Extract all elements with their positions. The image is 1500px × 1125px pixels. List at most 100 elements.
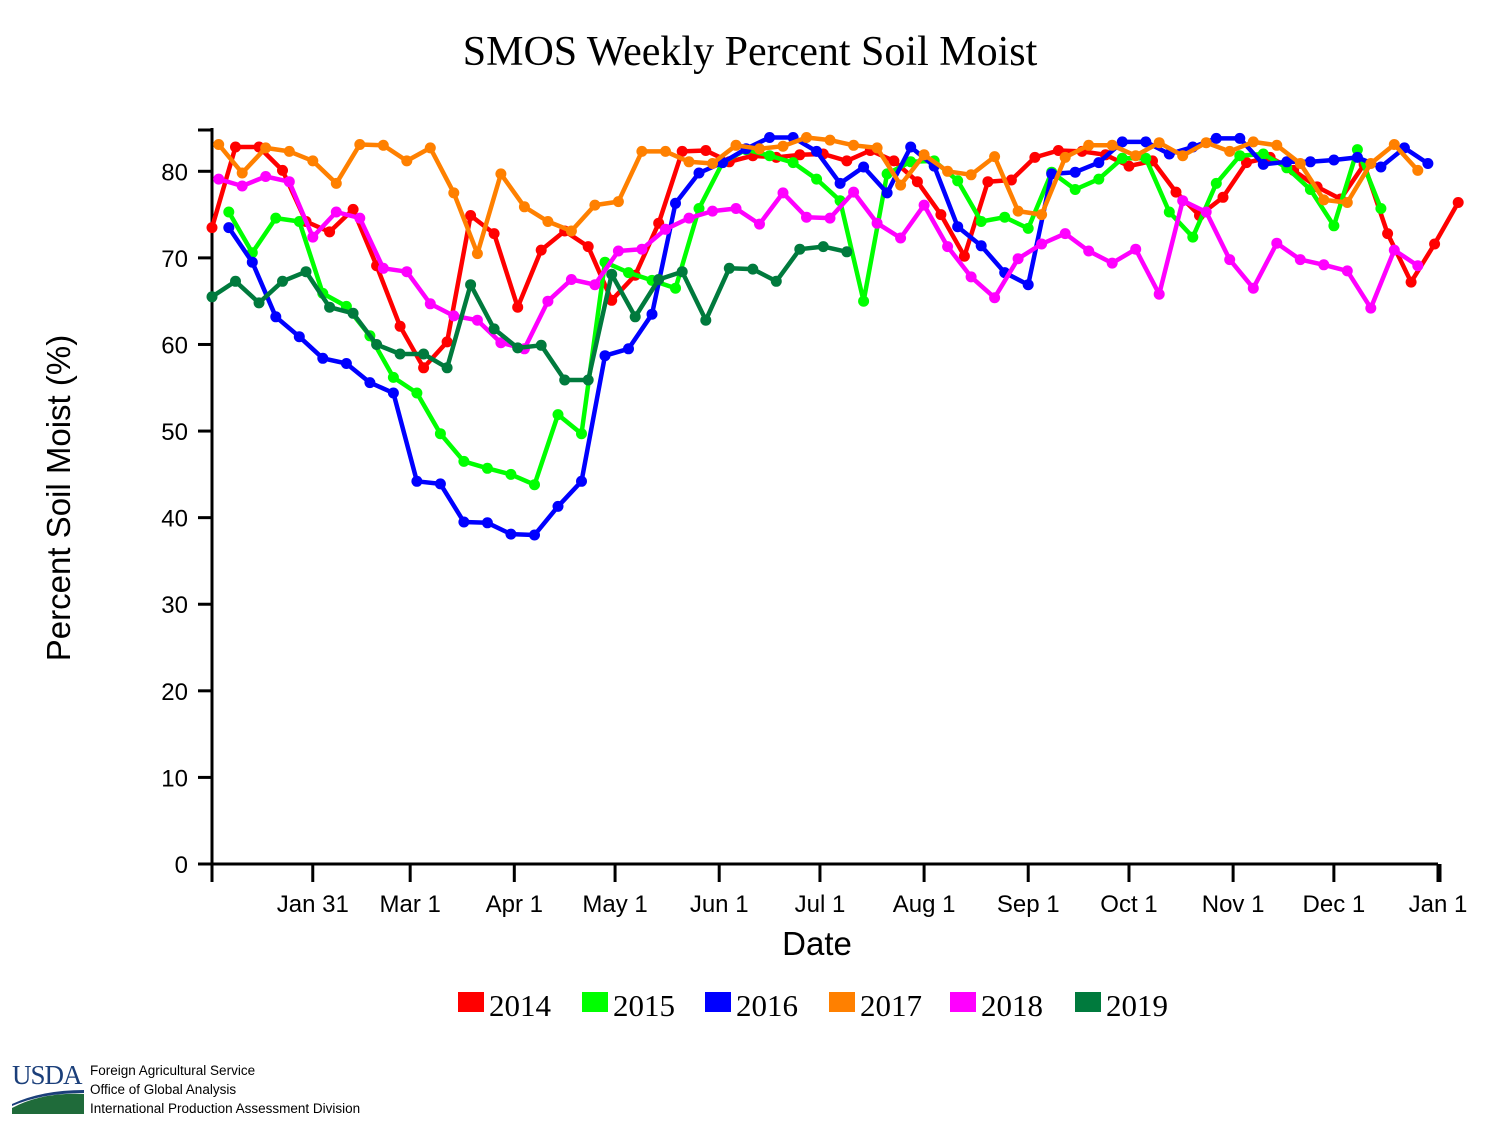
data-point <box>434 478 446 490</box>
data-point <box>542 295 554 307</box>
data-point <box>1123 160 1135 172</box>
legend: 2014 2015 2016 2017 2018 2019 <box>458 988 1168 1023</box>
data-point <box>1217 191 1229 203</box>
data-point <box>1059 151 1071 163</box>
data-point <box>1046 168 1058 180</box>
data-point <box>1351 151 1363 163</box>
legend-label-2016: 2016 <box>736 988 798 1023</box>
data-point <box>377 262 389 274</box>
data-point <box>700 145 712 156</box>
data-point <box>277 164 288 176</box>
data-point <box>623 343 634 355</box>
data-point <box>1005 174 1017 186</box>
data-point <box>1177 195 1189 207</box>
data-point <box>942 241 954 253</box>
data-point <box>330 206 342 218</box>
legend-swatch-2018 <box>950 992 976 1012</box>
data-point <box>377 139 389 151</box>
data-point <box>1069 184 1081 195</box>
data-point <box>707 158 718 169</box>
data-point <box>952 175 964 187</box>
data-point <box>871 142 883 154</box>
data-point <box>693 203 705 214</box>
data-point <box>811 173 823 185</box>
data-point <box>260 171 272 182</box>
y-tick-label: 50 <box>161 419 188 446</box>
data-point <box>1130 150 1142 162</box>
data-point <box>246 256 258 268</box>
data-point <box>418 348 430 360</box>
chart-root: SMOS Weekly Percent Soil Moist 0 10 20 30 40… <box>40 29 1467 1023</box>
footer-line-agency: Foreign Agricultural Service <box>90 1063 256 1078</box>
data-point <box>989 151 1001 163</box>
data-point <box>794 149 806 161</box>
data-point <box>565 274 577 285</box>
data-point <box>1029 151 1041 163</box>
data-point <box>858 161 870 173</box>
data-point <box>1375 161 1387 173</box>
data-point <box>1294 158 1306 169</box>
data-point <box>693 167 705 179</box>
data-point <box>1224 145 1236 157</box>
data-point <box>730 203 742 214</box>
data-point <box>965 169 977 181</box>
data-point <box>1210 177 1222 189</box>
data-point <box>1412 164 1424 176</box>
data-point <box>777 140 789 152</box>
chart-title: SMOS Weekly Percent Soil Moist <box>463 29 1038 75</box>
y-tick-label: 20 <box>161 679 188 706</box>
data-point <box>1351 144 1363 156</box>
data-point <box>1116 136 1128 148</box>
data-point <box>307 155 319 167</box>
data-point <box>535 339 547 351</box>
data-point <box>293 216 305 227</box>
data-point <box>354 212 366 224</box>
data-point <box>236 180 248 192</box>
data-point <box>1036 209 1048 221</box>
data-point <box>465 210 477 221</box>
data-point <box>270 212 282 224</box>
series-2017 <box>213 132 1424 260</box>
data-point <box>1163 206 1175 218</box>
data-point <box>1200 206 1212 218</box>
footer-line-office: Office of Global Analysis <box>90 1082 237 1097</box>
data-point <box>700 314 712 326</box>
data-point <box>213 173 225 185</box>
data-point <box>582 374 594 386</box>
data-point <box>975 240 987 252</box>
x-tick-label: Aug 1 <box>893 891 956 918</box>
data-point <box>606 268 618 280</box>
x-tick-label: Sep 1 <box>997 891 1060 918</box>
data-point <box>777 187 789 199</box>
data-point <box>676 145 688 157</box>
data-point <box>505 468 517 480</box>
data-point <box>434 428 446 440</box>
usda-logo: USDA <box>12 1060 86 1114</box>
x-axis-label: Date <box>782 925 852 962</box>
data-point <box>371 339 383 350</box>
data-point <box>458 516 470 528</box>
data-point <box>952 221 964 233</box>
data-point <box>364 377 376 389</box>
data-point <box>471 314 483 326</box>
data-point <box>1318 194 1330 206</box>
x-tick-label: May 1 <box>582 891 647 918</box>
data-point <box>1059 228 1071 240</box>
data-point <box>1388 139 1400 150</box>
data-point <box>1318 259 1330 271</box>
data-point <box>794 243 806 255</box>
x-tick-label: Dec 1 <box>1303 891 1366 918</box>
data-point <box>512 342 524 354</box>
data-point <box>576 428 587 440</box>
plot-area: 0 10 20 30 40 50 60 70 80 Jan 31 Mar 1 Apr 1 May 1 Ju… <box>161 128 1467 918</box>
data-point <box>552 500 564 512</box>
data-point <box>495 168 507 180</box>
data-point <box>260 142 272 154</box>
data-point <box>424 298 436 310</box>
data-point <box>495 337 507 349</box>
footer-text: Foreign Agricultural Service Office of G… <box>90 1061 360 1118</box>
data-point <box>683 156 695 168</box>
data-point <box>230 275 241 287</box>
data-point <box>1224 254 1236 266</box>
data-point <box>1052 145 1064 156</box>
